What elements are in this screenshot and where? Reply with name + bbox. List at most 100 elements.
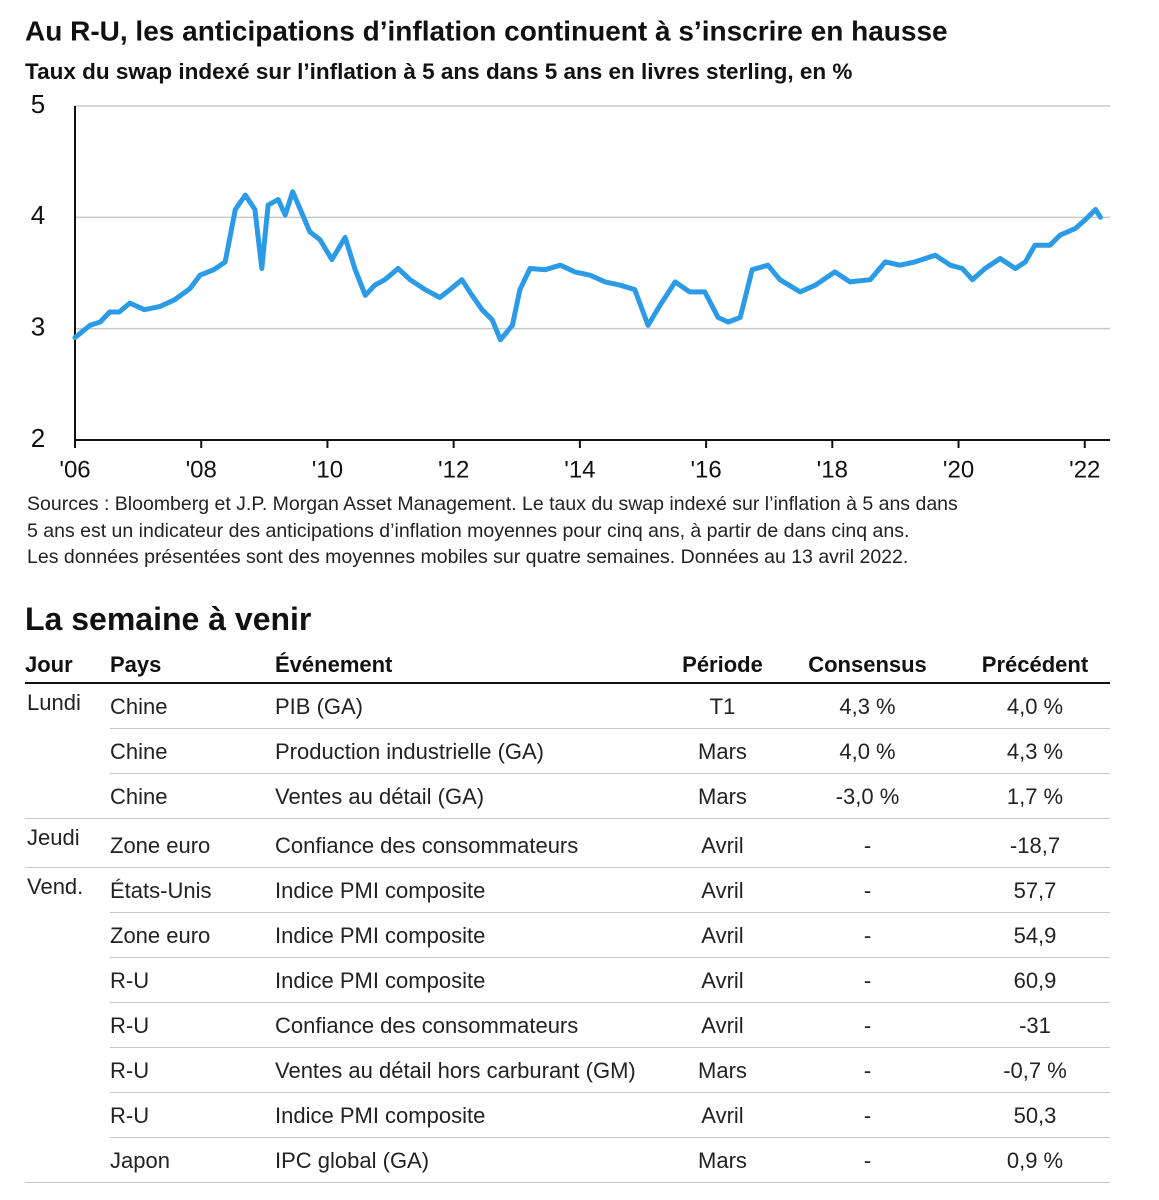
table-cell: 57,7 <box>960 867 1110 913</box>
note-line: Sources : Bloomberg et J.P. Morgan Asset… <box>27 493 958 515</box>
table-cell: 0,9 % <box>960 1137 1110 1183</box>
table-cell: -3,0 % <box>775 773 960 819</box>
table-row: R-U Indice PMI composite Avril -50,3 <box>25 1092 1110 1138</box>
table-cell: IPC global (GA) <box>275 1137 670 1183</box>
header-row: Jour Pays Événement Période Consensus Précéde… <box>25 642 1110 684</box>
table-row: Vend. États-Unis Indice PMI composite Avril… <box>25 867 1110 1183</box>
x-tick-label: '06 <box>59 456 90 483</box>
table-cell: Avril <box>670 1092 775 1138</box>
x-tick-label: '16 <box>690 456 721 483</box>
table-row: Chine Production industrielle (GA) Mars 4,0… <box>25 728 1110 774</box>
table-cell: Zone euro <box>110 912 275 958</box>
table-cell: Mars <box>670 773 775 819</box>
table-cell: Mars <box>670 1047 775 1093</box>
table-cell: Indice PMI composite <box>275 912 670 958</box>
table-cell: - <box>775 912 960 958</box>
note-line: Les données présentées sont des moyennes… <box>27 546 909 568</box>
x-tick-label: '20 <box>943 456 974 483</box>
x-tick-label: '14 <box>564 456 595 483</box>
table-cell: Japon <box>110 1137 275 1183</box>
table-row: Zone euro Indice PMI composite Avril -54,9 <box>25 912 1110 958</box>
table-cell: Chine <box>110 683 275 729</box>
table-cell: Production industrielle (GA) <box>275 728 670 774</box>
table-row: Japon IPC global (GA) Mars -0,9 % <box>25 1137 1110 1183</box>
note-line: 5 ans est un indicateur des anticipation… <box>27 519 910 542</box>
table-cell: -0,7 % <box>960 1047 1110 1093</box>
table-cell: 4,3 % <box>775 683 960 729</box>
x-tick-label: '22 <box>1069 456 1100 483</box>
table-row: Jeudi Zone euro Confiance des consommateur… <box>25 818 1110 868</box>
table-row: Lundi Chine PIB (GA) T1 4,3 % 4,0 % <box>25 683 1110 819</box>
table-cell: Avril <box>670 818 775 868</box>
table-cell: PIB (GA) <box>275 683 670 729</box>
table-cell: R-U <box>110 1047 275 1093</box>
table-cell: Chine <box>110 728 275 774</box>
table-cell: - <box>775 1047 960 1093</box>
y-tick-label: 5 <box>31 89 45 119</box>
table-cell: R-U <box>110 1002 275 1048</box>
table-cell: 4,0 % <box>775 728 960 774</box>
table-cell: Ventes au détail hors carburant (GM) <box>275 1047 670 1093</box>
day-cell: Jeudi <box>25 818 110 868</box>
table-cell: 60,9 <box>960 957 1110 1003</box>
table-cell: - <box>775 818 960 868</box>
column-header: Événement <box>275 642 670 684</box>
x-tick-label: '18 <box>817 456 848 483</box>
chart-title: Au R-U, les anticipations d’inflation co… <box>25 15 948 46</box>
table-cell: Mars <box>670 1137 775 1183</box>
table-cell: Mars <box>670 728 775 774</box>
y-tick-label: 4 <box>31 200 45 230</box>
day-cell: Lundi <box>25 683 110 819</box>
table-cell: Avril <box>670 912 775 958</box>
x-tick-label: '08 <box>186 456 217 483</box>
table-cell: Zone euro <box>110 818 275 868</box>
table-cell: Ventes au détail (GA) <box>275 773 670 819</box>
table-cell: - <box>775 1137 960 1183</box>
table-cell: R-U <box>110 957 275 1003</box>
table-cell: Avril <box>670 957 775 1003</box>
table-cell: Indice PMI composite <box>275 957 670 1003</box>
table-cell: R-U <box>110 1092 275 1138</box>
column-header: Précédent <box>960 642 1110 684</box>
column-header: Consensus <box>775 642 960 684</box>
table-row: R-U Indice PMI composite Avril -60,9 <box>25 957 1110 1003</box>
table-cell: Indice PMI composite <box>275 1092 670 1138</box>
table-cell: 50,3 <box>960 1092 1110 1138</box>
table-cell: - <box>775 867 960 913</box>
table-title: La semaine à venir <box>25 601 312 637</box>
source-note: Sources : Bloomberg et J.P. Morgan Asset… <box>27 491 958 571</box>
table-cell: 4,0 % <box>960 683 1110 729</box>
column-header: Période <box>670 642 775 684</box>
table-cell: Indice PMI composite <box>275 867 670 913</box>
table-cell: 4,3 % <box>960 728 1110 774</box>
table-row: R-U Confiance des consommateurs Avril - -31 <box>25 1002 1110 1048</box>
calendar-table: Jour Pays Événement Période Consensus Précéde… <box>25 642 1110 1183</box>
table-cell: Avril <box>670 867 775 913</box>
x-tick-label: '10 <box>312 456 343 483</box>
table-cell: -31 <box>960 1002 1110 1048</box>
table-cell: 1,7 % <box>960 773 1110 819</box>
table-cell: 54,9 <box>960 912 1110 958</box>
table-cell: - <box>775 957 960 1003</box>
table-cell: Confiance des consommateurs <box>275 1002 670 1048</box>
table-cell: Chine <box>110 773 275 819</box>
column-header: Pays <box>110 642 275 684</box>
chart: Au R-U, les anticipations d’inflation co… <box>25 15 1110 483</box>
day-cell: Vend. <box>25 867 110 1183</box>
column-header: Jour <box>25 642 110 684</box>
table-cell: États-Unis <box>110 867 275 913</box>
table-cell: T1 <box>670 683 775 729</box>
table-cell: -18,7 <box>960 818 1110 868</box>
y-tick-label: 2 <box>31 423 45 453</box>
table-row: Chine Ventes au détail (GA) Mars -3,0 % 1,7 … <box>25 773 1110 819</box>
y-tick-label: 3 <box>31 312 45 342</box>
table-row: R-U Ventes au détail hors carburant (GM) M… <box>25 1047 1110 1093</box>
line <box>72 189 1103 343</box>
table-cell: Avril <box>670 1002 775 1048</box>
chart-subtitle: Taux du swap indexé sur l’inflation à 5 … <box>25 59 852 84</box>
table-cell: Confiance des consommateurs <box>275 818 670 868</box>
table-cell: - <box>775 1002 960 1048</box>
table-cell: - <box>775 1092 960 1138</box>
x-tick-label: '12 <box>438 456 469 483</box>
